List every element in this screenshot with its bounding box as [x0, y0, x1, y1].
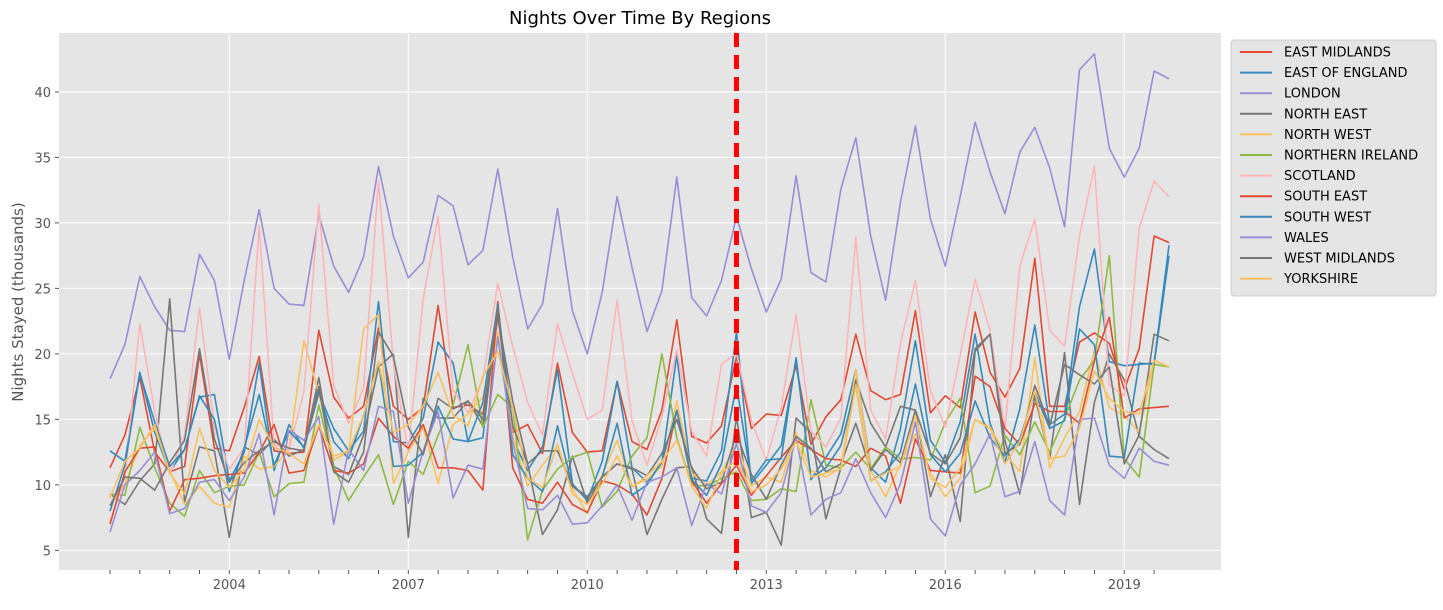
series-line-yorkshire: [109, 350, 1170, 510]
y-tick-label: 20: [34, 348, 51, 363]
y-tick-label: 35: [34, 151, 51, 166]
y-tick-label: 5: [43, 544, 51, 559]
y-tick-label: 10: [34, 479, 51, 494]
legend-label-east-midlands: EAST MIDLANDS: [1284, 46, 1391, 61]
y-tick-label: 15: [34, 413, 51, 428]
series-line-west-midlands: [109, 305, 1170, 507]
x-tick-label: 2013: [750, 578, 783, 593]
legend-label-northern-ireland: NORTHERN IRELAND: [1284, 149, 1418, 164]
legend-label-wales: WALES: [1284, 231, 1329, 246]
legend-label-scotland: SCOTLAND: [1284, 169, 1356, 184]
chart-title: Nights Over Time By Regions: [509, 8, 771, 29]
series-lines: [109, 53, 1170, 546]
legend-label-west-midlands: WEST MIDLANDS: [1284, 252, 1395, 267]
x-tick-label: 2004: [213, 578, 246, 593]
series-line-south-west: [109, 255, 1170, 512]
x-tick-label: 2007: [392, 578, 425, 593]
legend-label-south-east: SOUTH EAST: [1284, 190, 1367, 205]
y-tick-label: 25: [34, 282, 51, 297]
x-tick-label: 2019: [1108, 578, 1141, 593]
y-tick-label: 40: [34, 86, 51, 101]
axis-ticks: 5 10 15 20 25 30 35 40 2004 2007 2010 2013 2016 2019: [34, 86, 1155, 593]
legend: EAST MIDLANDS EAST OF ENGLAND LONDON NORTH …: [1230, 39, 1437, 297]
legend-frame: [1230, 39, 1437, 297]
series-line-northern-ireland: [109, 254, 1170, 541]
legend-label-north-west: NORTH WEST: [1284, 128, 1371, 143]
series-line-london: [109, 53, 1170, 380]
series-line-south-east: [109, 300, 1170, 525]
y-axis-label: Nights Stayed (thousands): [9, 202, 27, 402]
legend-label-london: LONDON: [1284, 87, 1341, 102]
series-line-wales: [109, 336, 1170, 537]
x-tick-label: 2010: [571, 578, 604, 593]
legend-label-north-east: NORTH EAST: [1284, 107, 1367, 122]
x-tick-label: 2016: [929, 578, 962, 593]
legend-label-south-west: SOUTH WEST: [1284, 210, 1371, 225]
legend-label-yorkshire: YORKSHIRE: [1283, 272, 1358, 287]
legend-label-east-of-england: EAST OF ENGLAND: [1284, 66, 1407, 81]
series-line-east-of-england: [109, 245, 1170, 502]
y-tick-label: 30: [34, 217, 51, 232]
